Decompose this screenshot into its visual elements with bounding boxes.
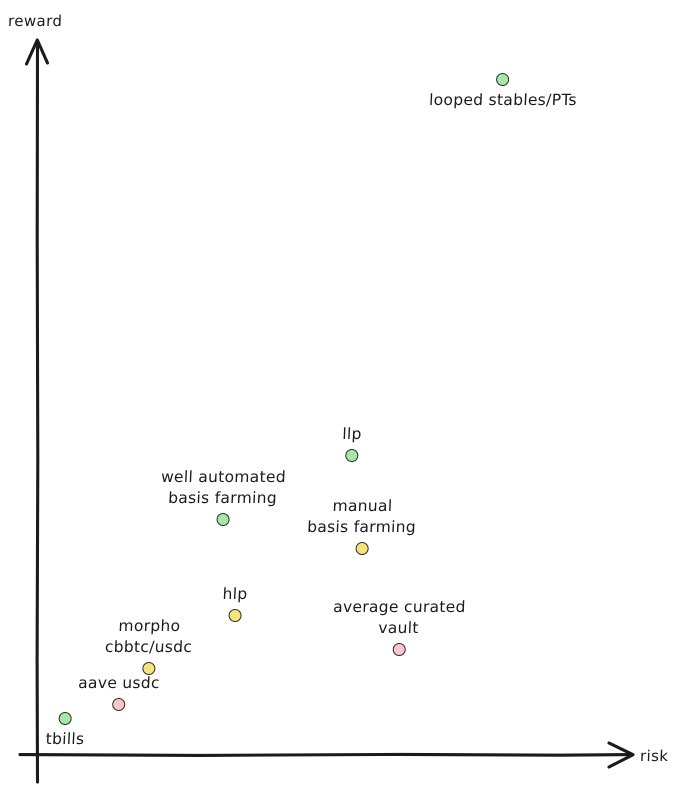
data-point-label: well automated basis farming — [160, 467, 287, 509]
data-point-label-line: looped stables/PTs — [428, 90, 578, 109]
data-point-aave-usdc: aave usdc — [78, 673, 160, 711]
data-point-morpho-cbbtc-usdc: morpho cbbtc/usdc — [104, 616, 193, 675]
data-point-label-line: basis farming — [167, 488, 278, 507]
y-axis-label: reward — [7, 12, 63, 30]
data-point-label: manual basis farming — [307, 496, 418, 538]
y-axis-arrowhead — [24, 38, 50, 66]
data-point-label-line: basis farming — [306, 517, 417, 536]
data-point-label-line: average curated — [332, 597, 467, 616]
data-point-marker — [392, 642, 406, 656]
data-point-hlp: hlp — [222, 584, 248, 622]
x-axis-label: risk — [639, 747, 669, 765]
data-point-label-line: well automated — [160, 467, 287, 486]
x-axis-arrowhead — [607, 741, 635, 769]
data-point-manual-basis-farming: manual basis farming — [307, 496, 418, 555]
x-axis-line — [18, 752, 634, 757]
data-point-label: looped stables/PTs — [429, 90, 578, 111]
data-point-label: tbills — [45, 729, 85, 750]
data-point-llp: llp — [342, 424, 362, 462]
data-point-label-line: tbills — [45, 729, 85, 748]
data-point-marker — [142, 661, 156, 675]
data-point-label-line: hlp — [222, 584, 248, 603]
data-point-label-line: vault — [377, 618, 420, 637]
data-point-well-automated-basis-farming: well automated basis farming — [161, 467, 286, 526]
data-point-label-line: morpho — [118, 616, 181, 635]
data-point-tbills: tbills — [45, 711, 85, 750]
data-point-label-line: cbbtc/usdc — [104, 637, 193, 656]
data-point-marker — [355, 541, 369, 555]
data-point-label-line: aave usdc — [77, 673, 161, 692]
data-point-average-curated-vault: average curated vault — [333, 597, 466, 656]
data-point-marker — [345, 448, 359, 462]
y-axis-line — [35, 42, 40, 784]
data-point-label-line: llp — [341, 424, 363, 443]
data-point-label: aave usdc — [78, 673, 161, 694]
data-point-label: hlp — [222, 584, 248, 605]
data-point-label: average curated vault — [332, 597, 466, 639]
data-point-label: llp — [342, 424, 362, 445]
data-point-marker — [58, 711, 72, 725]
data-point-marker — [228, 608, 242, 622]
data-point-label: morpho cbbtc/usdc — [104, 616, 193, 658]
data-point-looped-stables-pts: looped stables/PTs — [429, 72, 578, 111]
data-point-label-line: manual — [332, 496, 393, 515]
data-point-marker — [216, 512, 230, 526]
data-point-marker — [496, 72, 510, 86]
data-point-marker — [112, 697, 126, 711]
